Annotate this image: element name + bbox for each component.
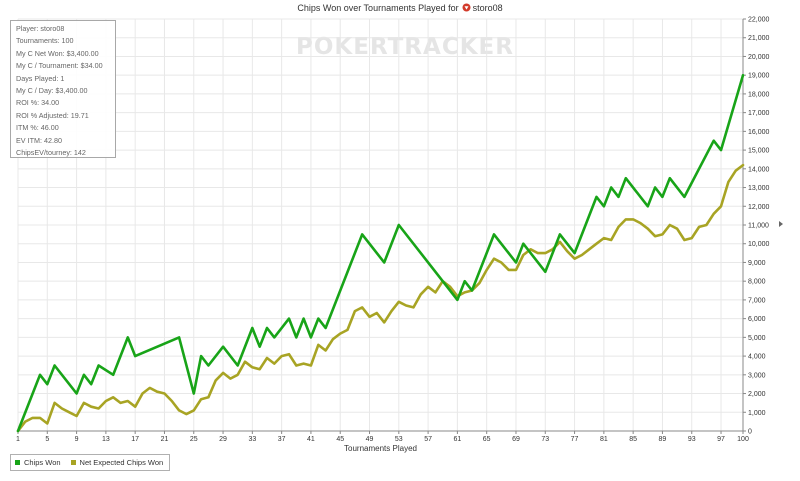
stat-line: Tournaments: 100	[16, 36, 74, 46]
y-tick-label: 3,000	[748, 372, 766, 379]
x-tick-label: 69	[512, 436, 520, 443]
x-tick-label: 45	[336, 436, 344, 443]
x-tick-label: 17	[131, 436, 139, 443]
legend-item: Net Expected Chips Won	[70, 458, 164, 467]
x-tick-label: 73	[541, 436, 549, 443]
x-tick-label: 97	[717, 436, 725, 443]
x-tick-label: 37	[278, 436, 286, 443]
stat-line: My C / Day: $3,400.00	[16, 85, 88, 95]
stat-line: Player: storo08	[16, 24, 65, 33]
y-tick-label: 9,000	[748, 260, 766, 267]
ev-chips-series-line	[16, 163, 745, 433]
legend-swatch	[15, 460, 20, 465]
x-tick-label: 9	[75, 436, 79, 443]
y-tick-label: 4,000	[748, 354, 766, 361]
legend-label: Net Expected Chips Won	[79, 458, 164, 467]
y-ticks: 0 1,000 2,000 3,000 4,000 5,000 6,000 7,000 8,00…	[743, 17, 770, 436]
player-stats-panel: Player: storo08 Tournaments: 100 My C Net …	[10, 20, 116, 158]
x-tick-label: 5	[45, 436, 49, 443]
x-tick-label: 93	[688, 436, 696, 443]
x-tick-label: 65	[483, 436, 491, 443]
y-tick-label: 17,000	[748, 110, 770, 117]
y-tick-label: 6,000	[748, 316, 766, 323]
x-tick-label: 53	[395, 436, 403, 443]
x-tick-label: 57	[424, 436, 432, 443]
chart-title-player: storo08	[472, 3, 503, 13]
chart-title-prefix: Chips Won over Tournaments Played for	[297, 3, 459, 13]
x-tick-label: 13	[102, 436, 110, 443]
right-arrow-icon	[779, 221, 783, 227]
x-tick-label: 49	[366, 436, 374, 443]
x-tick-label: 61	[453, 436, 461, 443]
y-tick-label: 5,000	[748, 335, 766, 342]
y-tick-label: 15,000	[748, 148, 770, 155]
stat-line: My C Net Won: $3,400.00	[16, 48, 99, 58]
player-flag-icon	[462, 3, 471, 12]
stat-line: ROI %: 34.00	[16, 98, 60, 108]
x-tick-label: 85	[629, 436, 637, 443]
legend-item: Chips Won	[15, 458, 61, 467]
pokertracker-watermark: POKERTRACKER	[296, 34, 514, 60]
x-tick-label: 41	[307, 436, 315, 443]
stat-line: ROI % Adjusted: 19.71	[16, 110, 89, 120]
chart-title: Chips Won over Tournaments Played for sto…	[0, 3, 800, 13]
x-tick-label: 81	[600, 436, 608, 443]
y-tick-label: 19,000	[748, 73, 770, 80]
stat-line: ITM %: 46.00	[16, 123, 59, 133]
y-tick-label: 14,000	[748, 166, 770, 173]
chips-won-series-line	[16, 73, 745, 433]
y-tick-label: 11,000	[748, 223, 769, 230]
y-tick-label: 7,000	[748, 297, 766, 304]
x-tick-label: 21	[161, 436, 169, 443]
y-tick-label: 20,000	[748, 54, 770, 61]
y-tick-label: 13,000	[748, 185, 770, 192]
y-tick-label: 10,000	[748, 241, 770, 248]
chart-legend: Chips Won Net Expected Chips Won	[10, 454, 171, 471]
x-tick-label: 33	[248, 436, 256, 443]
x-axis-label: Tournaments Played	[344, 444, 417, 453]
x-tick-label: 25	[190, 436, 198, 443]
stat-line: Days Played: 1	[16, 73, 65, 83]
y-tick-label: 0	[748, 429, 752, 436]
y-tick-label: 8,000	[748, 279, 766, 286]
legend-swatch	[70, 460, 76, 465]
x-ticks: 1 5 9 13 17 21 25 29 33 37 41 45 49 53 57 61 65 69 73 77 81 8…	[16, 431, 749, 443]
legend-label: Chips Won	[24, 458, 61, 467]
y-tick-label: 18,000	[748, 91, 770, 98]
x-tick-label: 100	[737, 436, 749, 443]
stat-line: ChipsEV/tourney: 142	[16, 147, 86, 157]
y-tick-label: 1,000	[748, 410, 766, 417]
stat-line: My C / Tournament: $34.00	[16, 61, 103, 71]
y-tick-label: 16,000	[748, 129, 770, 136]
chart-series	[16, 73, 745, 433]
x-tick-label: 1	[16, 436, 20, 443]
x-tick-label: 77	[571, 436, 579, 443]
y-tick-label: 22,000	[748, 17, 770, 24]
y-tick-label: 21,000	[748, 35, 770, 42]
chart-grid	[17, 18, 744, 432]
x-tick-label: 89	[659, 436, 667, 443]
x-tick-label: 29	[219, 436, 227, 443]
stat-line: EV ITM: 42.80	[16, 135, 62, 145]
y-tick-label: 2,000	[748, 391, 766, 398]
y-tick-label: 12,000	[748, 204, 770, 211]
